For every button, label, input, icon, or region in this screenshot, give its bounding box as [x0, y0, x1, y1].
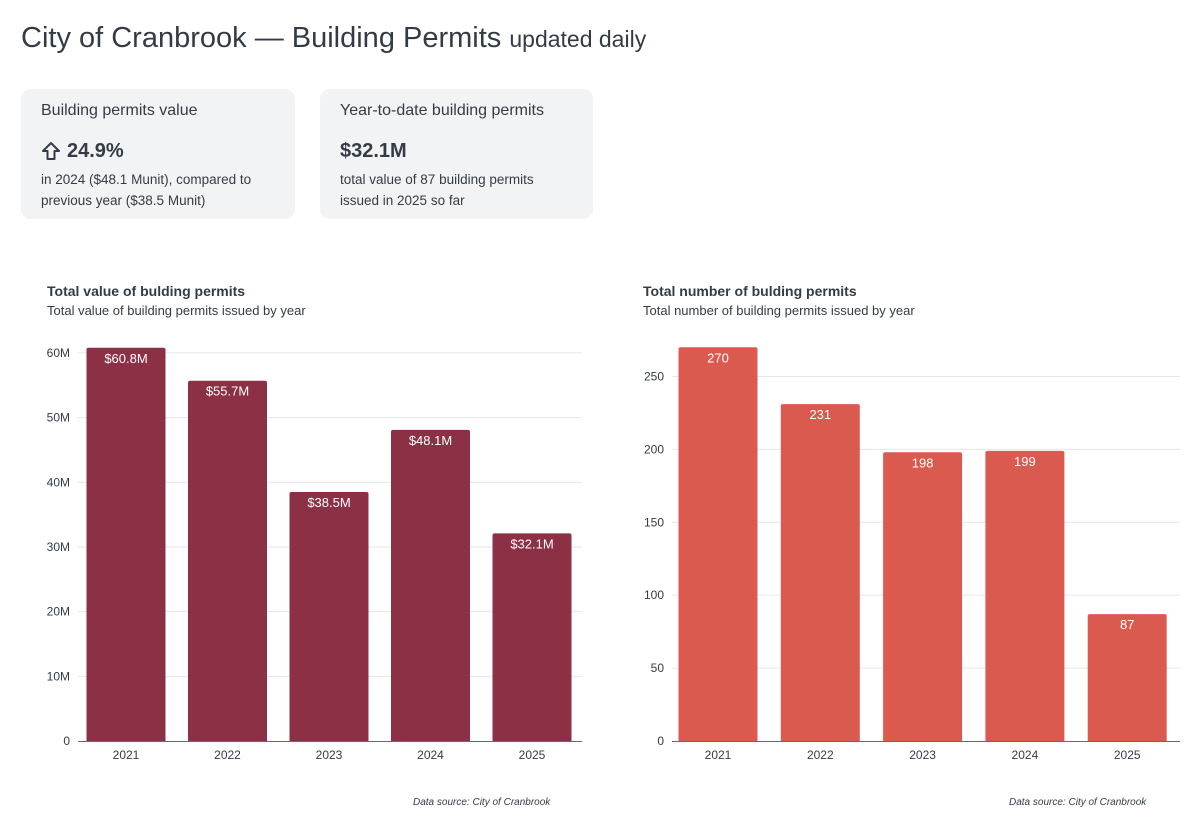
value-chart: 0 10M 20M 30M 40M 50M 60M $60.8M 2021 $55.7M 2022 $… — [47, 346, 582, 762]
x-tick-label: 2022 — [807, 748, 834, 762]
bar-2025 — [1087, 614, 1167, 741]
bar-data-label: $32.1M — [510, 536, 553, 551]
kpi-card-label: Building permits value — [41, 102, 198, 119]
count-chart-subtitle: Total number of building permits issued … — [643, 303, 915, 318]
bar-2023 — [883, 452, 963, 741]
x-tick-label: 2024 — [417, 748, 444, 762]
y-tick-label: 100 — [644, 588, 664, 602]
bar-data-label: 199 — [1014, 454, 1036, 469]
y-tick-label: 0 — [63, 734, 70, 748]
arrow-up-icon — [42, 142, 60, 160]
bar-data-label: 87 — [1120, 617, 1134, 632]
bar-data-label: 231 — [809, 407, 831, 422]
count-chart-title: Total number of bulding permits — [643, 283, 857, 299]
y-tick-label: 200 — [644, 442, 664, 456]
y-tick-label: 50 — [651, 661, 665, 675]
x-tick-label: 2023 — [316, 748, 343, 762]
y-tick-label: 50M — [47, 411, 70, 425]
bar-data-label: 198 — [912, 455, 934, 470]
count-chart-source: Data source: City of Cranbrook — [1009, 797, 1147, 808]
value-chart-source: Data source: City of Cranbrook — [413, 797, 551, 808]
bar-2024 — [391, 429, 470, 741]
y-tick-label: 60M — [47, 346, 70, 360]
page-title: City of Cranbrook — Building Permits upd… — [21, 18, 646, 59]
kpi-card-value-row: $32.1M — [340, 139, 573, 163]
x-tick-label: 2021 — [705, 748, 732, 762]
count-chart: 0 50 100 150 200 250 270 2021 231 2022 198 2023 199 2… — [644, 347, 1180, 762]
x-tick-label: 2021 — [113, 748, 140, 762]
bar-data-label: 270 — [707, 350, 729, 365]
bar-2023 — [289, 491, 369, 741]
value-chart-title: Total value of bulding permits — [47, 283, 246, 299]
kpi-card-description: in 2024 ($48.1 Munit), compared to previ… — [41, 172, 252, 208]
bar-data-label: $48.1M — [409, 433, 452, 448]
y-tick-label: 150 — [644, 515, 664, 529]
y-tick-label: 30M — [47, 540, 70, 554]
value-chart-subtitle: Total value of building permits issued b… — [47, 303, 306, 318]
kpi-card-permits-value: Building permits value 24.9% in 2024 ($4… — [21, 89, 295, 219]
x-tick-label: 2025 — [519, 748, 546, 762]
bar-data-label: $55.7M — [206, 384, 249, 399]
y-tick-label: 20M — [47, 605, 70, 619]
bar-2025 — [492, 533, 572, 741]
kpi-card-value-row: 24.9% — [41, 139, 275, 163]
y-tick-label: 10M — [47, 669, 70, 683]
y-tick-label: 40M — [47, 475, 70, 489]
y-tick-label: 250 — [644, 369, 664, 383]
y-tick-label: 0 — [657, 734, 664, 748]
page-title-text: City of Cranbrook — Building Permits — [21, 22, 502, 54]
x-tick-label: 2022 — [214, 748, 241, 762]
x-tick-label: 2023 — [909, 748, 936, 762]
kpi-card-value: $32.1M — [340, 140, 407, 162]
page-subtitle: updated daily — [509, 26, 647, 52]
kpi-card-label: Year-to-date building permits — [340, 102, 544, 119]
bar-2022 — [780, 404, 860, 741]
kpi-card-value: 24.9% — [67, 140, 124, 162]
x-tick-label: 2025 — [1114, 748, 1141, 762]
kpi-card-description: total value of 87 building permits issue… — [340, 172, 534, 208]
bar-2024 — [985, 450, 1065, 741]
x-tick-label: 2024 — [1012, 748, 1039, 762]
bar-2021 — [86, 347, 166, 741]
bar-data-label: $60.8M — [104, 351, 147, 366]
bar-2021 — [678, 347, 758, 741]
bar-2022 — [188, 380, 267, 741]
bar-data-label: $38.5M — [307, 495, 350, 510]
kpi-card-ytd-permits: Year-to-date building permits $32.1M tot… — [320, 89, 593, 219]
